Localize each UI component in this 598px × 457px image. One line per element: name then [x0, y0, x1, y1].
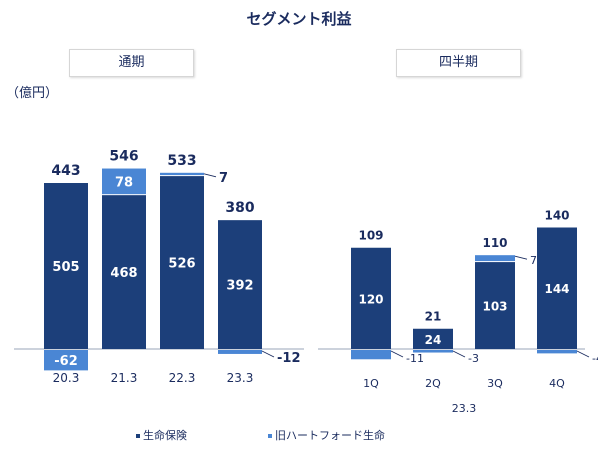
quarterly-category-label-1: 2Q [425, 377, 441, 390]
quarterly-life-bar-2 [475, 262, 515, 349]
annual-hartford-leader-3 [261, 350, 275, 358]
legend-hartford-label: 旧ハートフォード生命 [275, 429, 385, 442]
quarterly-total-label-2: 110 [482, 236, 507, 250]
quarterly-hartford-label-1: -3 [468, 352, 479, 365]
annual-life-label-0: 505 [52, 260, 79, 275]
quarterly-category-label-2: 3Q [487, 377, 503, 390]
quarterly-category-label-3: 4Q [549, 377, 565, 390]
annual-hartford-label-3: -12 [277, 351, 301, 366]
annual-hartford-bar-1 [102, 168, 146, 195]
quarterly-life-bar-0 [351, 247, 391, 349]
annual-life-label-2: 526 [168, 257, 195, 272]
annual-category-label-2: 22.3 [169, 371, 196, 385]
quarterly-hartford-leader-3 [576, 350, 590, 358]
annual-hartford-label-2: 7 [219, 171, 228, 186]
quarterly-hartford-bar-2 [475, 255, 515, 262]
quarterly-life-bar-1 [413, 328, 453, 349]
legend-life: 生命保険 [136, 427, 187, 443]
quarterly-hartford-leader-0 [390, 350, 404, 358]
annual-hartford-bar-2 [160, 172, 204, 176]
unit-label: （億円） [6, 86, 59, 101]
annual-life-bar-3 [218, 220, 262, 349]
annual-category-label-0: 20.3 [53, 371, 80, 385]
quarterly-hartford-bar-3 [537, 350, 577, 354]
quarterly-hartford-label-0: -11 [406, 352, 424, 365]
annual-life-bar-0 [44, 183, 88, 349]
annual-life-bar-2 [160, 176, 204, 349]
legend-life-label: 生命保険 [143, 429, 187, 442]
quarterly-total-label-1: 21 [425, 310, 442, 324]
annual-hartford-label-1: 78 [115, 175, 133, 190]
annual-hartford-leader-2 [203, 173, 217, 178]
annual-hartford-bar-3 [218, 350, 262, 354]
annual-category-label-1: 21.3 [111, 371, 138, 385]
chart-title: セグメント利益 [246, 10, 352, 28]
quarterly-life-label-1: 24 [425, 333, 442, 347]
annual-life-label-1: 468 [110, 266, 137, 281]
annual-total-label-2: 533 [167, 153, 196, 169]
annual-life-label-3: 392 [226, 279, 253, 294]
annual-hartford-label-0: -62 [54, 354, 78, 369]
annual-panel-label: 通期 [69, 49, 194, 77]
quarterly-total-label-3: 140 [544, 208, 569, 222]
quarterly-hartford-leader-2 [514, 255, 528, 260]
quarterly-group-label: 23.3 [452, 402, 477, 415]
quarterly-category-label-0: 1Q [363, 377, 379, 390]
quarterly-hartford-bar-1 [413, 350, 453, 353]
legend-life-swatch [136, 434, 140, 438]
annual-total-label-3: 380 [225, 200, 254, 216]
annual-total-label-1: 546 [109, 149, 138, 165]
quarterly-hartford-leader-1 [452, 350, 466, 358]
annual-total-label-0: 443 [51, 163, 80, 179]
legend-hartford-swatch [268, 434, 272, 438]
annual-hartford-bar-0 [44, 350, 88, 371]
annual-life-bar-1 [102, 195, 146, 349]
quarterly-life-label-0: 120 [358, 292, 383, 306]
quarterly-life-label-3: 144 [544, 282, 569, 296]
quarterly-life-bar-3 [537, 227, 577, 349]
quarterly-hartford-label-3: -4 [592, 352, 598, 365]
quarterly-hartford-label-2: 7 [530, 254, 537, 267]
quarterly-hartford-bar-0 [351, 350, 391, 360]
legend-hartford: 旧ハートフォード生命 [268, 427, 385, 443]
quarterly-life-label-2: 103 [482, 300, 507, 314]
quarterly-total-label-0: 109 [358, 229, 383, 243]
annual-category-label-3: 23.3 [227, 371, 254, 385]
quarterly-panel-label: 四半期 [396, 49, 521, 77]
